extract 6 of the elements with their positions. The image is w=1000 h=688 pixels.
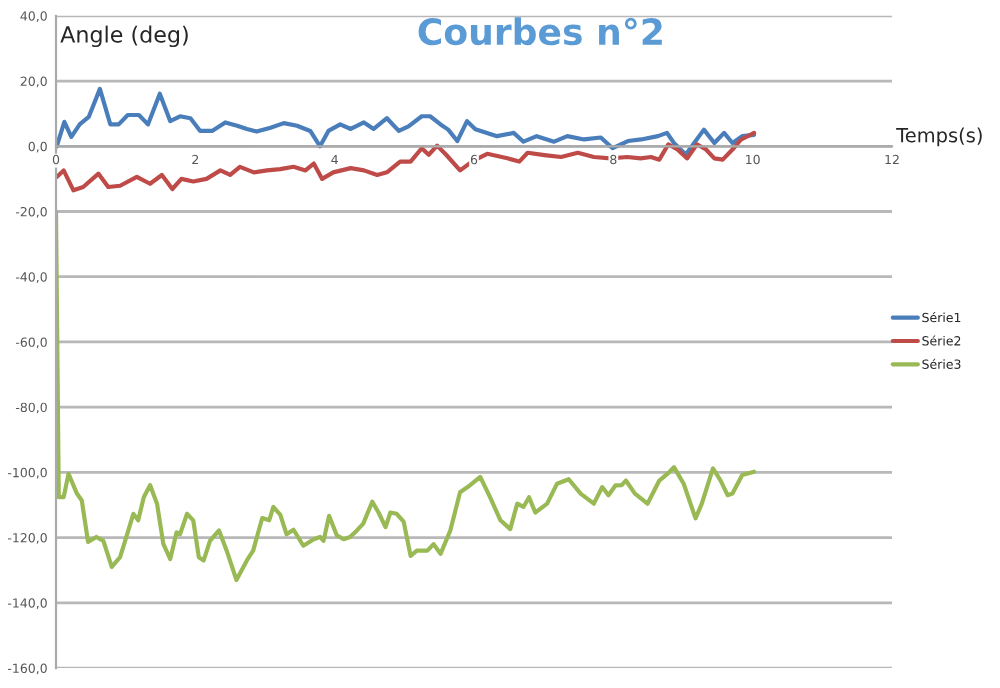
line-series — [56, 130, 757, 193]
line-series — [56, 86, 757, 157]
x-axis-title: Temps(s) — [896, 127, 982, 147]
y-axis-title: Angle (deg) — [60, 25, 188, 48]
line-series — [56, 209, 757, 583]
chart-title: Courbes n°2 — [418, 17, 662, 46]
